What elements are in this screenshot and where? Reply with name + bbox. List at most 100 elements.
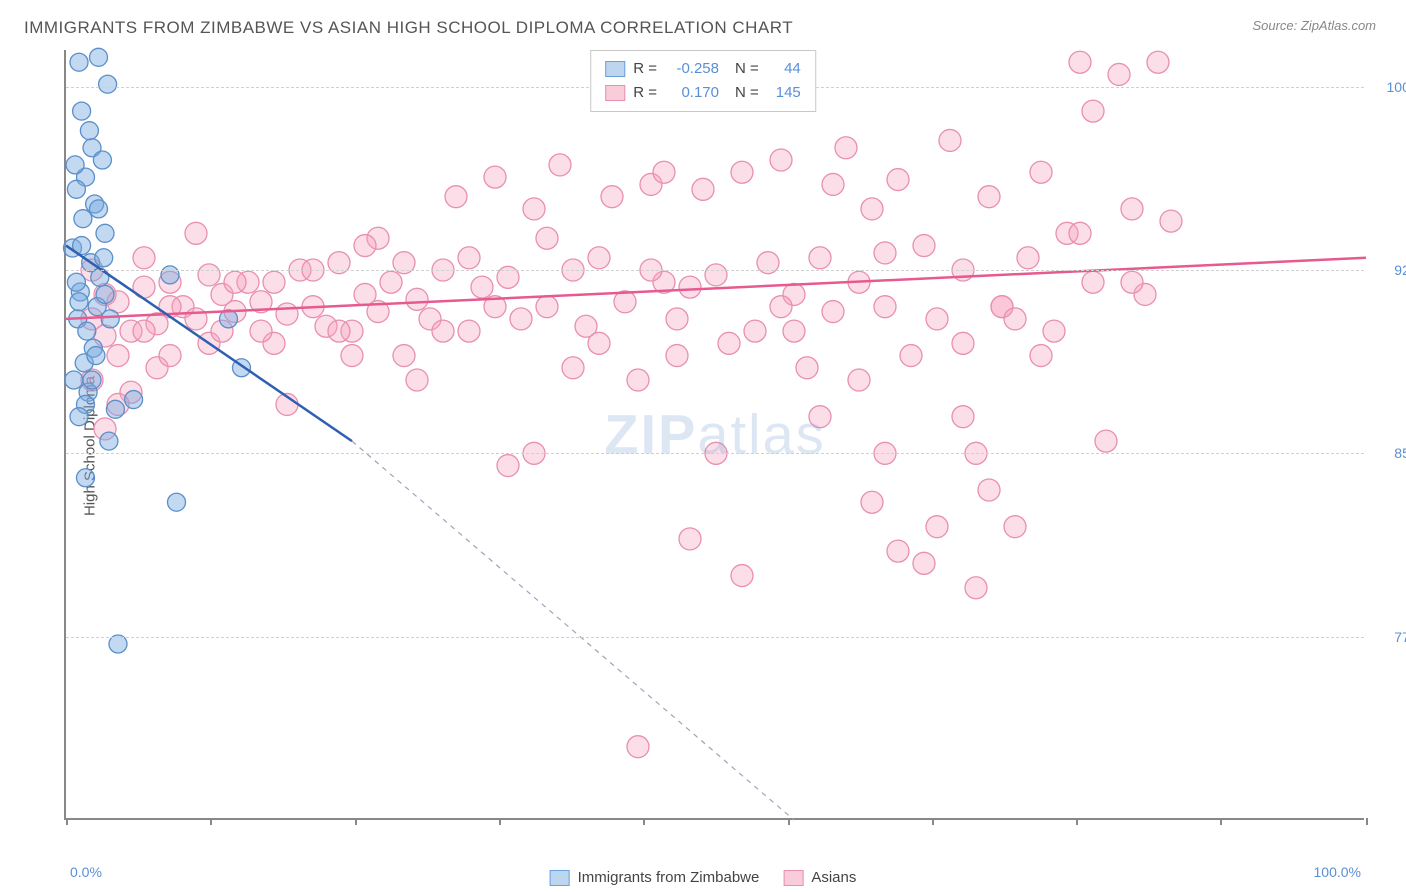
legend-swatch bbox=[605, 61, 625, 77]
scatter-point-asians bbox=[1160, 210, 1182, 232]
scatter-point-zimbabwe bbox=[77, 469, 95, 487]
legend-series-label: Immigrants from Zimbabwe bbox=[578, 869, 760, 886]
scatter-point-asians bbox=[1147, 51, 1169, 73]
scatter-point-asians bbox=[965, 577, 987, 599]
scatter-point-zimbabwe bbox=[95, 249, 113, 267]
scatter-point-asians bbox=[809, 406, 831, 428]
scatter-point-zimbabwe bbox=[99, 75, 117, 93]
scatter-point-zimbabwe bbox=[70, 53, 88, 71]
scatter-point-asians bbox=[926, 308, 948, 330]
chart-title: IMMIGRANTS FROM ZIMBABWE VS ASIAN HIGH S… bbox=[24, 18, 793, 38]
scatter-point-asians bbox=[705, 264, 727, 286]
legend-n-label: N = bbox=[735, 57, 759, 81]
scatter-point-asians bbox=[133, 320, 155, 342]
scatter-point-asians bbox=[1004, 516, 1026, 538]
scatter-point-asians bbox=[1030, 345, 1052, 367]
y-tick-label: 92.5% bbox=[1374, 262, 1406, 278]
scatter-point-asians bbox=[601, 186, 623, 208]
scatter-point-asians bbox=[276, 303, 298, 325]
scatter-point-asians bbox=[510, 308, 532, 330]
legend-r-value: 0.170 bbox=[665, 81, 719, 105]
scatter-point-asians bbox=[809, 247, 831, 269]
scatter-point-asians bbox=[822, 173, 844, 195]
scatter-point-zimbabwe bbox=[67, 273, 85, 291]
x-tick bbox=[210, 818, 212, 825]
scatter-point-zimbabwe bbox=[70, 293, 88, 311]
scatter-point-asians bbox=[978, 479, 1000, 501]
legend-swatch bbox=[550, 870, 570, 886]
scatter-point-asians bbox=[406, 369, 428, 391]
scatter-point-asians bbox=[822, 301, 844, 323]
legend-r-label: R = bbox=[633, 57, 657, 81]
legend-swatch bbox=[783, 870, 803, 886]
gridline bbox=[66, 270, 1364, 271]
x-axis-min-label: 0.0% bbox=[70, 864, 102, 880]
legend-series-item: Immigrants from Zimbabwe bbox=[550, 869, 760, 886]
scatter-point-asians bbox=[653, 161, 675, 183]
scatter-point-zimbabwe bbox=[70, 408, 88, 426]
scatter-point-asians bbox=[263, 271, 285, 293]
scatter-point-asians bbox=[133, 247, 155, 269]
x-tick bbox=[788, 818, 790, 825]
plot-area: ZIPatlas 77.5%85.0%92.5%100.0% bbox=[64, 50, 1364, 820]
scatter-point-asians bbox=[549, 154, 571, 176]
legend-n-label: N = bbox=[735, 81, 759, 105]
scatter-point-zimbabwe bbox=[80, 122, 98, 140]
scatter-point-asians bbox=[887, 169, 909, 191]
scatter-point-asians bbox=[393, 345, 415, 367]
scatter-point-asians bbox=[536, 296, 558, 318]
y-tick-label: 85.0% bbox=[1374, 445, 1406, 461]
scatter-point-zimbabwe bbox=[90, 48, 108, 66]
scatter-point-asians bbox=[939, 129, 961, 151]
scatter-point-asians bbox=[1043, 320, 1065, 342]
x-tick bbox=[499, 818, 501, 825]
scatter-point-asians bbox=[1108, 63, 1130, 85]
scatter-point-asians bbox=[627, 369, 649, 391]
scatter-point-asians bbox=[770, 296, 792, 318]
scatter-point-asians bbox=[1004, 308, 1026, 330]
scatter-point-asians bbox=[926, 516, 948, 538]
scatter-point-asians bbox=[874, 296, 896, 318]
scatter-point-zimbabwe bbox=[65, 371, 83, 389]
scatter-point-asians bbox=[835, 137, 857, 159]
legend-series-label: Asians bbox=[811, 869, 856, 886]
scatter-point-asians bbox=[588, 332, 610, 354]
scatter-point-zimbabwe bbox=[100, 432, 118, 450]
scatter-point-asians bbox=[952, 406, 974, 428]
scatter-point-zimbabwe bbox=[90, 200, 108, 218]
scatter-point-asians bbox=[1017, 247, 1039, 269]
legend-series-item: Asians bbox=[783, 869, 856, 886]
scatter-point-asians bbox=[679, 528, 701, 550]
scatter-point-asians bbox=[913, 552, 935, 574]
scatter-point-asians bbox=[744, 320, 766, 342]
x-tick bbox=[66, 818, 68, 825]
scatter-point-asians bbox=[783, 320, 805, 342]
scatter-point-zimbabwe bbox=[67, 180, 85, 198]
scatter-point-asians bbox=[536, 227, 558, 249]
legend-n-value: 145 bbox=[767, 81, 801, 105]
scatter-point-asians bbox=[1121, 198, 1143, 220]
scatter-point-asians bbox=[978, 186, 1000, 208]
scatter-point-asians bbox=[666, 308, 688, 330]
y-tick-label: 100.0% bbox=[1374, 79, 1406, 95]
scatter-point-zimbabwe bbox=[161, 266, 179, 284]
scatter-point-asians bbox=[159, 345, 181, 367]
legend-r-value: -0.258 bbox=[665, 57, 719, 81]
scatter-point-asians bbox=[731, 565, 753, 587]
scatter-point-asians bbox=[497, 455, 519, 477]
scatter-point-zimbabwe bbox=[66, 156, 84, 174]
scatter-point-asians bbox=[666, 345, 688, 367]
scatter-point-asians bbox=[913, 235, 935, 257]
scatter-point-zimbabwe bbox=[96, 285, 114, 303]
scatter-point-zimbabwe bbox=[109, 635, 127, 653]
scatter-point-asians bbox=[692, 178, 714, 200]
x-tick bbox=[1076, 818, 1078, 825]
scatter-point-asians bbox=[1082, 100, 1104, 122]
legend-series: Immigrants from Zimbabwe Asians bbox=[550, 869, 857, 886]
scatter-point-asians bbox=[679, 276, 701, 298]
legend-n-value: 44 bbox=[767, 57, 801, 81]
scatter-point-zimbabwe bbox=[168, 493, 186, 511]
scatter-point-zimbabwe bbox=[96, 224, 114, 242]
gridline bbox=[66, 453, 1364, 454]
scatter-point-asians bbox=[770, 149, 792, 171]
